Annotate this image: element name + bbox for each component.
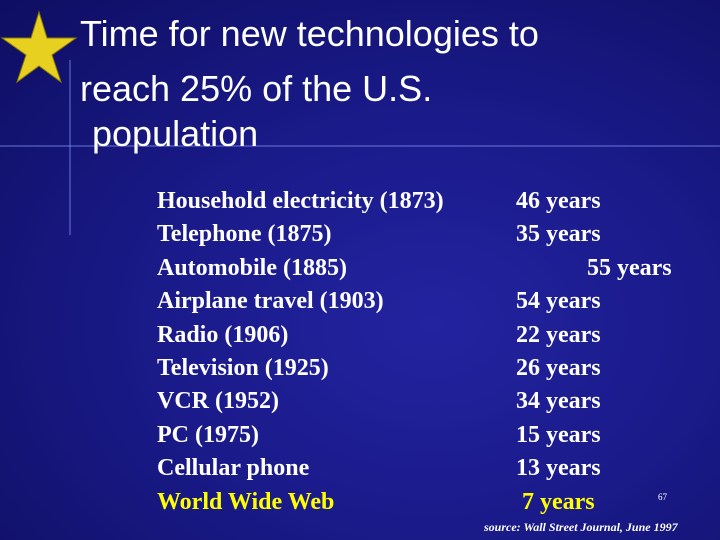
row-label: VCR (1952) [157,388,279,415]
row-value: 35 years [516,221,601,248]
star-icon [0,10,78,84]
row-label: Telephone (1875) [157,221,332,248]
row-value: 54 years [516,288,601,315]
row-value: 55 years [587,254,672,281]
row-value: 7 years [522,488,595,515]
title-line: Time for new technologies to [80,13,539,54]
row-label: Radio (1906) [157,321,289,348]
title-line: reach 25% of the U.S. [80,68,433,109]
title-line: population [92,113,259,154]
row-label: Airplane travel (1903) [157,288,384,315]
row-label: Cellular phone [157,455,310,482]
row-value: 34 years [516,388,601,415]
row-value: 26 years [516,355,601,381]
row-label: World Wide Web [157,488,335,515]
source: source: Wall Street Journal, June 1997 [484,520,678,534]
row-label: Television (1925) [157,355,329,381]
row-value: 13 years [516,455,601,482]
row-value: 22 years [516,321,601,348]
page-number: 67 [658,492,667,502]
row-label: PC (1975) [157,421,259,448]
row-label: Automobile (1885) [157,254,347,281]
row-label: Household electricity (1873) [157,188,444,214]
row-value: 46 years [516,188,601,214]
row-value: 15 years [516,421,601,448]
